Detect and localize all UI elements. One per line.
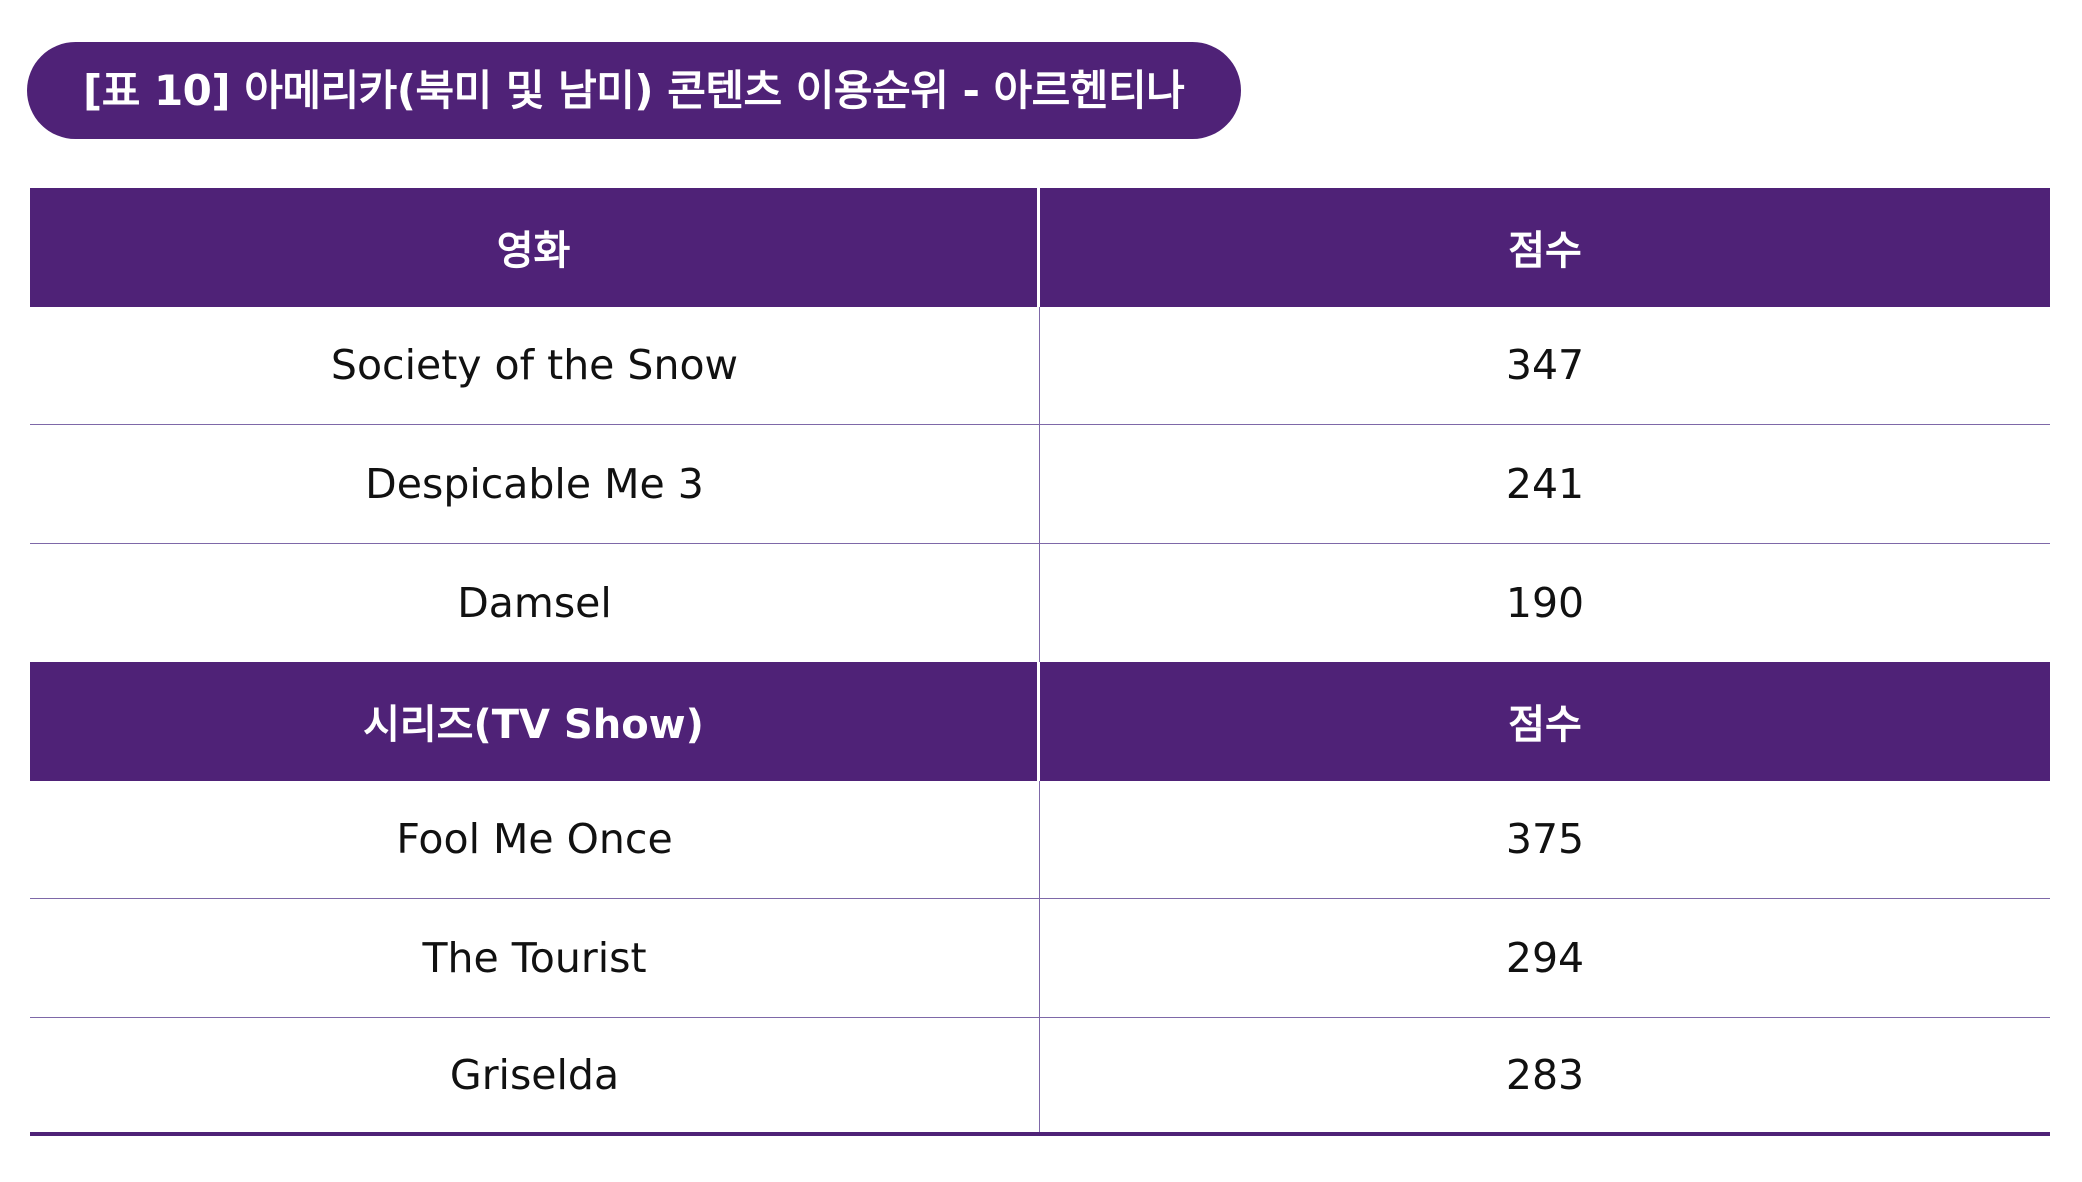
- table-row: The Tourist 294: [30, 899, 2050, 1018]
- movie-column-header: 영화: [30, 188, 1040, 307]
- table-row: Despicable Me 3 241: [30, 425, 2050, 544]
- table-row: Society of the Snow 347: [30, 306, 2050, 425]
- table-title: [표 10] 아메리카(북미 및 남미) 콘텐츠 이용순위 - 아르헨티나: [27, 42, 1241, 139]
- series-title: The Tourist: [30, 899, 1040, 1017]
- movie-score: 347: [1505, 341, 1585, 390]
- series-header-row: 시리즈(TV Show) 점수: [30, 662, 2050, 781]
- series-title: Fool Me Once: [30, 780, 1040, 898]
- series-score: 294: [1505, 933, 1585, 982]
- table-row: Fool Me Once 375: [30, 780, 2050, 899]
- series-score: 375: [1505, 815, 1585, 864]
- table-row: Damsel 190: [30, 543, 2050, 662]
- series-column-header: 시리즈(TV Show): [30, 662, 1040, 781]
- movie-score: 190: [1505, 578, 1585, 627]
- series-score-header: 점수: [1508, 702, 1582, 749]
- ranking-table: 영화 점수 Society of the Snow 347 Despicable…: [30, 188, 2050, 1136]
- movie-title: Society of the Snow: [30, 306, 1040, 424]
- movie-title: Damsel: [30, 543, 1040, 662]
- table-row: Griselda 283: [30, 1017, 2050, 1136]
- movie-title: Despicable Me 3: [30, 425, 1040, 543]
- movie-header-row: 영화 점수: [30, 188, 2050, 307]
- movie-score-header: 점수: [1508, 228, 1582, 275]
- series-title: Griselda: [30, 1017, 1040, 1132]
- movie-score: 241: [1505, 459, 1585, 508]
- series-score: 283: [1505, 1050, 1585, 1099]
